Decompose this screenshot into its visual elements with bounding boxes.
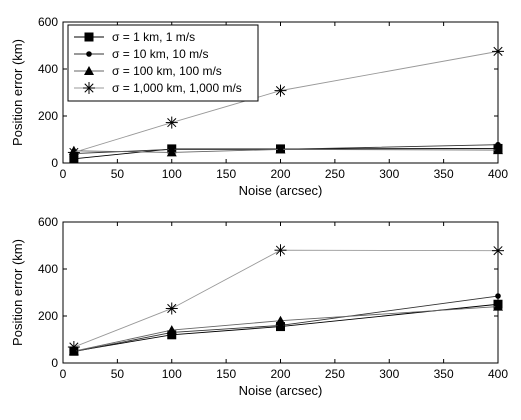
legend-entry: σ = 1,000 km, 1,000 m/s [112, 81, 242, 95]
data-point [495, 141, 501, 148]
data-point [165, 302, 178, 315]
data-point [275, 315, 286, 325]
legend-entry: σ = 100 km, 100 m/s [112, 64, 222, 78]
x-tick-label: 150 [216, 367, 236, 381]
chart-panel-2: 0 50 100 150 200 250 300 350 400 0 200 400 600 Noise … [10, 215, 508, 398]
series-line [73, 50, 499, 153]
x-tick-label: 200 [270, 367, 290, 381]
y-tick-label: 0 [51, 156, 58, 170]
series-triangle [68, 301, 503, 356]
x-tick-label: 100 [162, 367, 182, 381]
data-point [166, 325, 177, 335]
y-tick-label: 600 [38, 215, 58, 229]
series-line [73, 249, 499, 348]
legend-marker [84, 32, 94, 42]
x-tick-label: 50 [111, 367, 125, 381]
series-line [73, 147, 499, 160]
data-point [492, 45, 504, 58]
x-tick-label: 250 [325, 367, 345, 381]
y-tick-label: 400 [38, 262, 58, 276]
y-tick-label: 0 [51, 356, 58, 370]
data-point [166, 147, 177, 157]
data-point [165, 116, 178, 129]
y-tick-label: 200 [38, 309, 58, 323]
x-axis-label: Noise (arcsec) [239, 183, 323, 198]
y-tick-label: 400 [38, 62, 58, 76]
data-point [274, 84, 287, 97]
x-tick-label: 400 [488, 167, 508, 181]
x-tick-label: 200 [270, 167, 290, 181]
y-axis-label: Position error (km) [10, 39, 25, 146]
legend-entry: σ = 1 km, 1 m/s [112, 30, 195, 44]
data-point [493, 301, 503, 311]
legend-entry: σ = 10 km, 10 m/s [112, 47, 208, 61]
data-point [495, 293, 501, 299]
series-square [69, 299, 503, 356]
x-tick-label: 250 [325, 167, 345, 181]
x-tick-label: 50 [111, 167, 125, 181]
x-tick-label: 0 [60, 367, 67, 381]
x-tick-label: 0 [60, 167, 67, 181]
series-star [67, 244, 504, 354]
series-line [73, 306, 499, 352]
legend-marker [83, 82, 95, 94]
legend-marker [84, 66, 94, 75]
x-tick-label: 100 [162, 167, 182, 181]
y-tick-label: 600 [38, 15, 58, 29]
x-tick-label: 350 [434, 367, 454, 381]
y-tick-label: 200 [38, 109, 58, 123]
series-line [73, 295, 499, 353]
series-line [73, 303, 499, 352]
series-dot [71, 293, 501, 355]
series-square [69, 143, 503, 164]
data-point [67, 341, 80, 354]
x-tick-label: 300 [379, 367, 399, 381]
data-point [275, 144, 286, 154]
legend: σ = 1 km, 1 m/s σ = 10 km, 10 m/s σ = 100 … [67, 24, 259, 102]
data-point [69, 154, 79, 164]
series-star [67, 45, 504, 159]
chart-panel-1: 0 50 100 150 200 250 300 350 400 0 200 400 600 Noise … [10, 15, 508, 198]
x-tick-label: 350 [434, 167, 454, 181]
x-axis-label: Noise (arcsec) [239, 383, 323, 398]
x-tick-label: 300 [379, 167, 399, 181]
legend-marker [86, 51, 92, 57]
data-point [493, 145, 503, 155]
data-point [492, 244, 504, 257]
series-line [73, 148, 499, 153]
x-tick-label: 400 [488, 367, 508, 381]
x-tick-label: 150 [216, 167, 236, 181]
y-axis-label: Position error (km) [10, 239, 25, 346]
data-point [274, 244, 287, 257]
data-point [67, 146, 80, 159]
